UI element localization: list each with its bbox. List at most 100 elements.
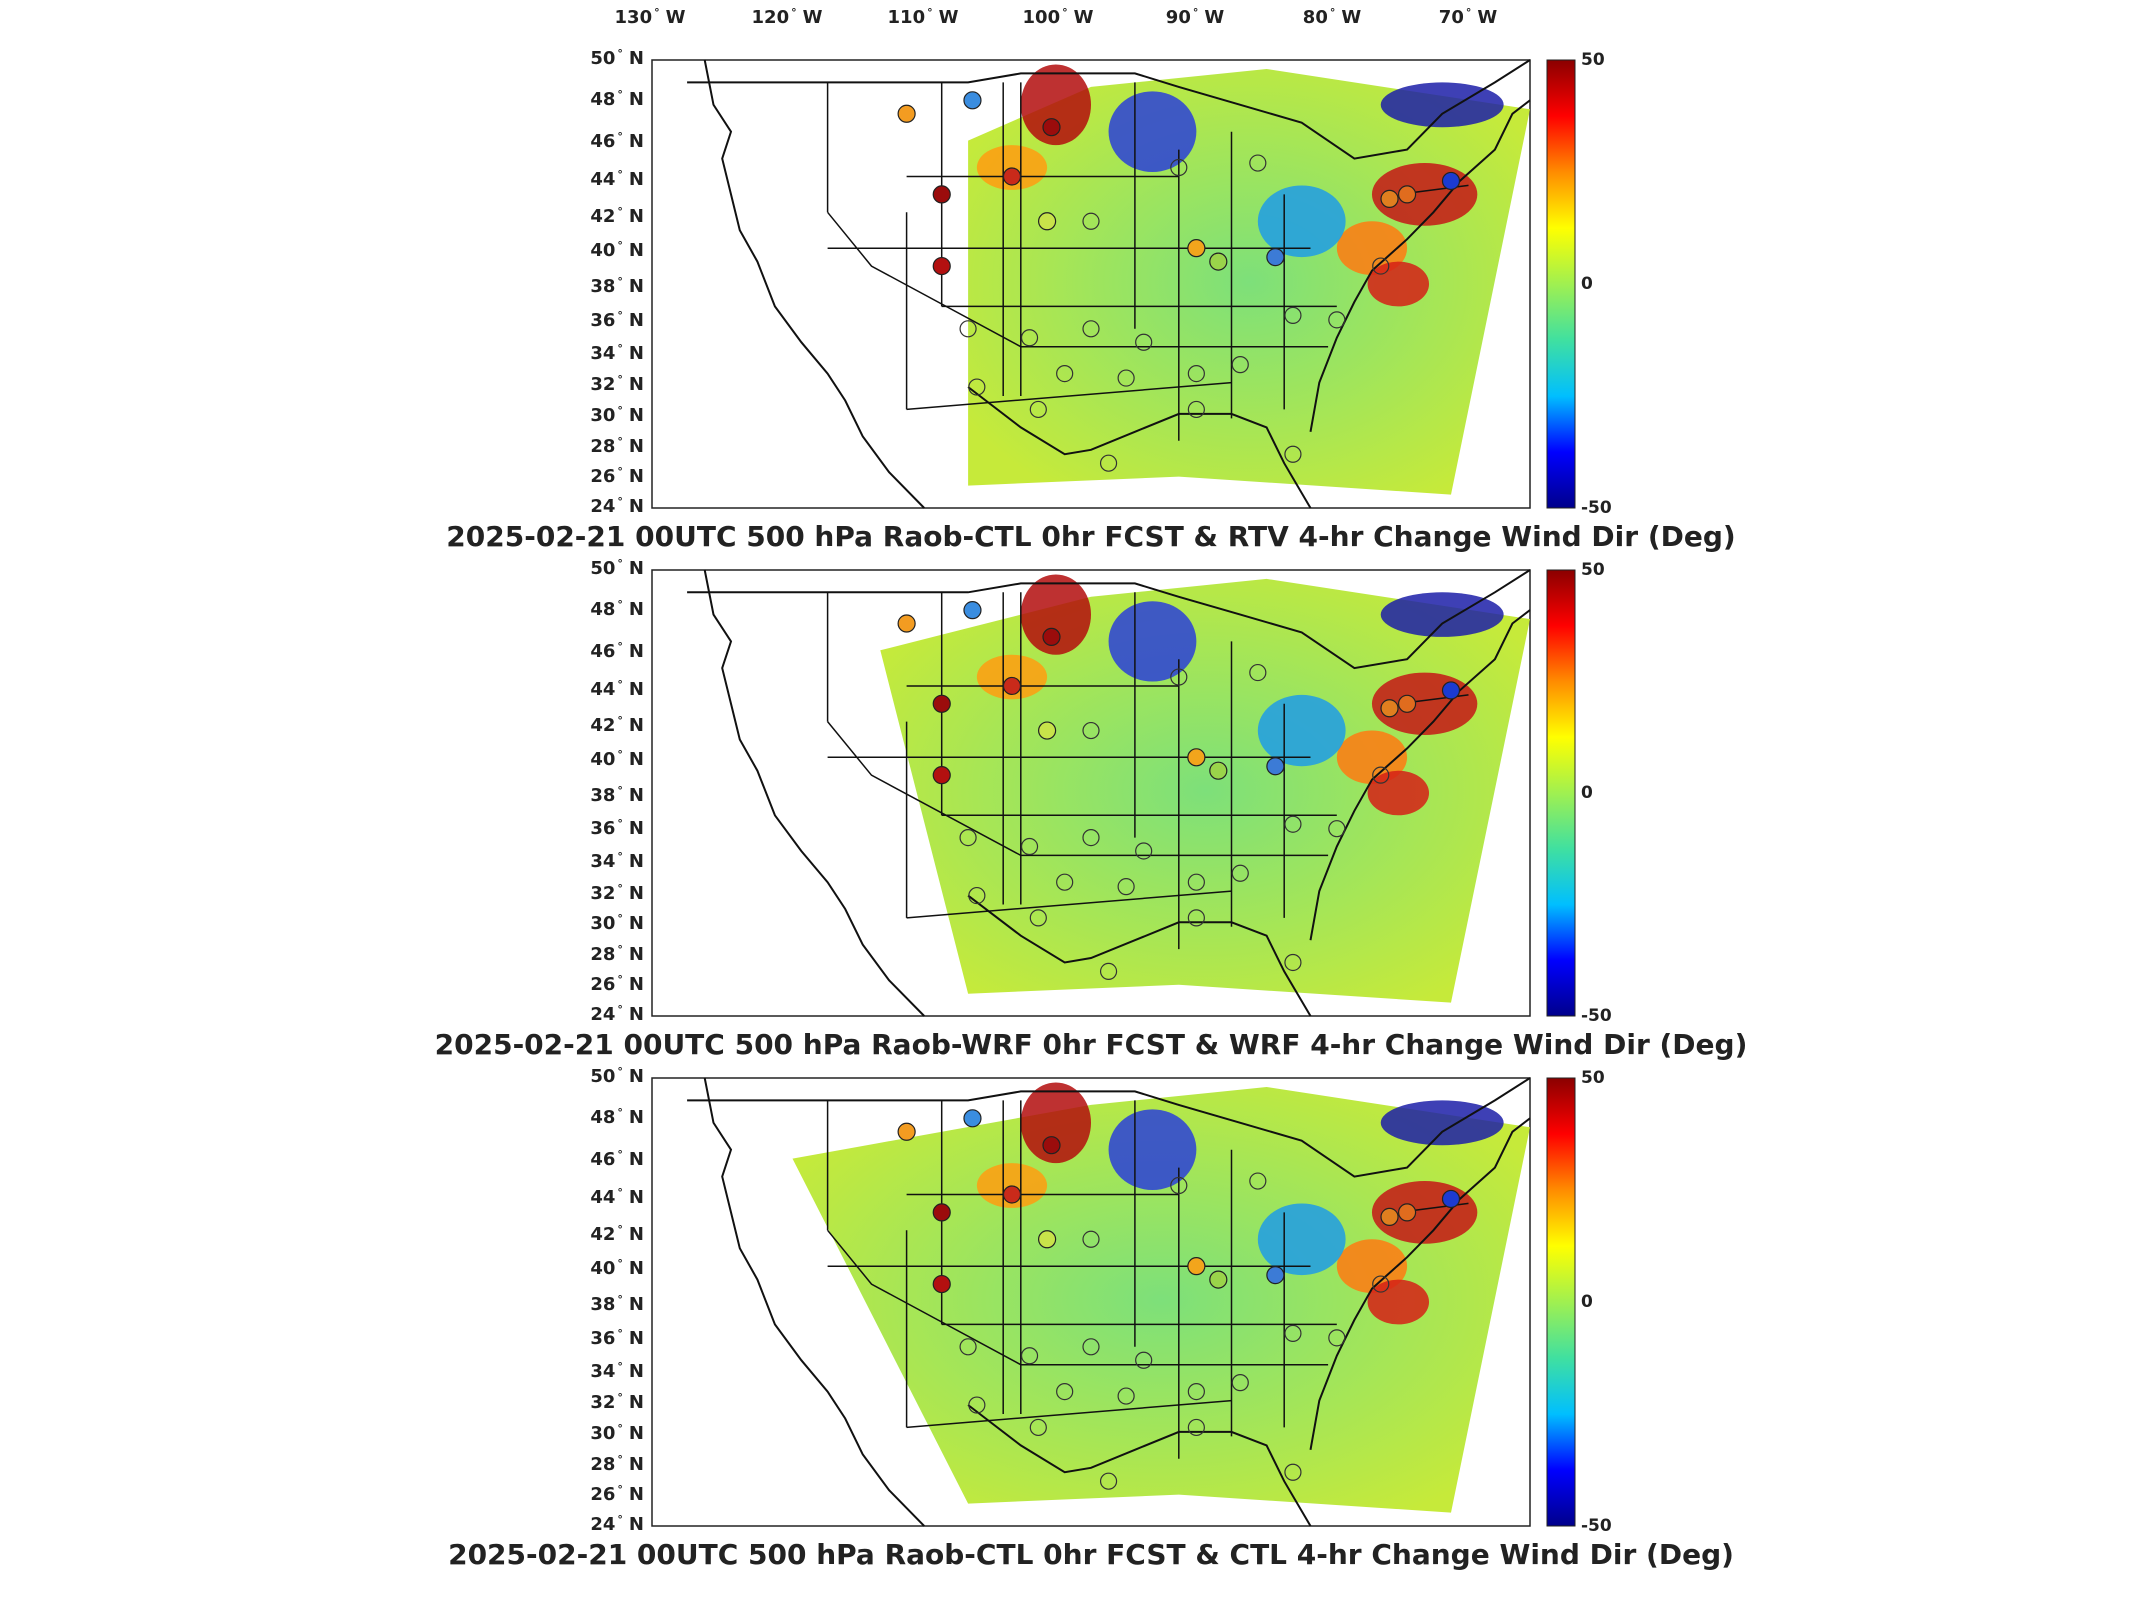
raob-station-marker [1082, 320, 1100, 338]
anomaly-region [1020, 574, 1091, 655]
latitude-label: 44 ° N [590, 1186, 644, 1209]
raob-station-marker [1187, 1418, 1205, 1437]
colorbar-tick-label: 50 [1581, 560, 1605, 580]
latitude-label: 26 ° N [590, 464, 644, 487]
coastline [1309, 609, 1531, 941]
panel-title: 2025-02-21 00UTC 500 hPa Raob-WRF 0hr FC… [434, 1028, 1748, 1061]
raob-station-marker [1397, 1203, 1417, 1222]
panel-title: 2025-02-21 00UTC 500 hPa Raob-CTL 0hr FC… [448, 1538, 1734, 1571]
raob-station-marker [968, 886, 986, 905]
latitude-label: 26 ° N [590, 1482, 644, 1505]
state-border [906, 1399, 1232, 1429]
latitude-label: 34 ° N [590, 341, 644, 364]
raob-station-marker [1397, 185, 1417, 204]
raob-station-marker [897, 104, 916, 123]
latitude-label: 38 ° N [590, 1293, 644, 1316]
raob-station-marker [1187, 400, 1205, 419]
latitude-label: 44 ° N [590, 168, 644, 191]
anomaly-region [1108, 91, 1197, 172]
raob-station-marker [1056, 1382, 1074, 1401]
anomaly-region [1336, 730, 1408, 785]
raob-station-marker [1117, 369, 1135, 387]
coastline [703, 59, 925, 509]
coastline [1309, 99, 1531, 432]
colorbar [1546, 59, 1576, 509]
latitude-label: 38 ° N [590, 275, 644, 298]
raob-station-marker [1372, 1275, 1390, 1293]
raob-station-marker [1020, 837, 1039, 856]
latitude-label: 42 ° N [590, 713, 644, 736]
longitude-label: 130 ° W [614, 6, 686, 28]
latitude-label: 30 ° N [590, 1422, 644, 1445]
latitude-label: 34 ° N [590, 850, 644, 873]
raob-station-marker [1099, 454, 1118, 472]
raob-station-marker [1284, 445, 1302, 463]
latitude-label: 48 ° N [590, 598, 644, 621]
raob-station-marker [1187, 1257, 1206, 1276]
longitude-label: 80 ° W [1302, 6, 1362, 28]
raob-station-marker [1020, 329, 1039, 347]
anomaly-region [1380, 82, 1504, 128]
raob-station-marker [1266, 1266, 1285, 1285]
raob-station-marker [1029, 1418, 1047, 1437]
longitude-label: 110 ° W [887, 6, 959, 28]
raob-station-marker [1380, 189, 1399, 208]
latitude-label: 34 ° N [590, 1359, 644, 1382]
raob-station-marker [1231, 1374, 1249, 1392]
raob-station-marker [1249, 154, 1267, 172]
coastline [703, 1077, 925, 1527]
anomaly-region [1257, 1203, 1346, 1276]
colorbar-tick-label: -50 [1581, 498, 1612, 518]
colorbar-tick-label: -50 [1581, 1006, 1612, 1026]
raob-station-marker [1328, 311, 1346, 329]
latitude-label: 26 ° N [590, 972, 644, 995]
latitude-label: 40 ° N [590, 1257, 644, 1280]
latitude-label: 24 ° N [590, 495, 644, 517]
raob-station-marker [1037, 721, 1057, 740]
raob-station-marker [963, 601, 982, 620]
latitude-label: 50 ° N [590, 1065, 644, 1087]
latitude-label: 30 ° N [590, 404, 644, 427]
longitude-label: 70 ° W [1438, 6, 1498, 28]
raob-station-marker [1284, 306, 1302, 324]
anomaly-region [1367, 261, 1430, 307]
latitude-label: 42 ° N [590, 1222, 644, 1245]
coastline [967, 894, 1312, 1017]
latitude-label: 46 ° N [590, 129, 644, 152]
coastline [703, 569, 925, 1017]
latitude-label: 46 ° N [590, 1147, 644, 1170]
colorbar-tick-label: 0 [1581, 1292, 1593, 1312]
latitude-label: 46 ° N [590, 639, 644, 662]
raob-station-marker [1117, 878, 1135, 896]
raob-station-marker [1029, 400, 1047, 419]
colorbar-tick-label: 0 [1581, 274, 1593, 294]
raob-station-marker [1187, 239, 1206, 258]
coastline [967, 386, 1312, 509]
raob-station-marker [1170, 1176, 1188, 1195]
raob-station-marker [897, 1122, 916, 1141]
raob-station-marker [1002, 676, 1022, 696]
raob-station-marker [1249, 1172, 1267, 1190]
colorbar-tick-label: 0 [1581, 783, 1593, 803]
anomaly-region [1336, 1239, 1408, 1294]
latitude-label: 32 ° N [590, 881, 644, 904]
raob-station-marker [1187, 748, 1206, 767]
raob-station-marker [1037, 212, 1057, 231]
anomaly-region [1020, 1082, 1091, 1164]
colorbar-tick-label: 50 [1581, 1068, 1605, 1088]
raob-station-marker [1056, 873, 1074, 891]
latitude-label: 30 ° N [590, 912, 644, 935]
raob-station-marker [932, 1274, 951, 1294]
raob-station-marker [1002, 1185, 1022, 1204]
panel-title: 2025-02-21 00UTC 500 hPa Raob-CTL 0hr FC… [446, 520, 1736, 553]
raob-station-marker [959, 1338, 977, 1356]
coastline [967, 1404, 1312, 1527]
anomaly-region [1367, 770, 1430, 816]
anomaly-region [1257, 694, 1346, 767]
anomaly-region [1108, 1109, 1197, 1191]
anomaly-region [1257, 185, 1346, 258]
raob-station-marker [1037, 1230, 1057, 1249]
longitude-label: 100 ° W [1022, 6, 1094, 28]
